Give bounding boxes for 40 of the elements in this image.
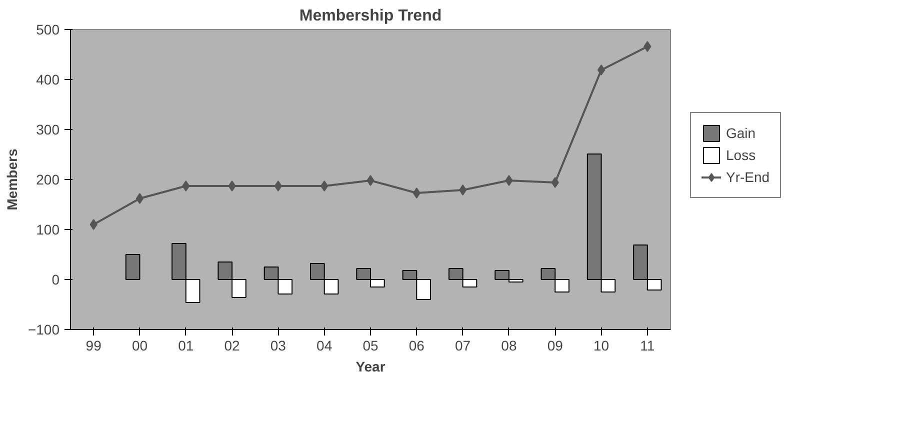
- x-tick-label: 08: [501, 338, 517, 354]
- x-axis-title: Year: [356, 358, 386, 374]
- x-tick-label: 09: [547, 338, 564, 354]
- y-tick-label: 0: [52, 272, 60, 288]
- x-tick-label: 01: [178, 338, 194, 354]
- x-tick-label: 05: [362, 338, 378, 354]
- point: [274, 180, 282, 192]
- x-tick-label: 11: [640, 338, 655, 354]
- point: [90, 219, 98, 230]
- y-tick-label: 100: [36, 222, 60, 238]
- point: [366, 175, 374, 186]
- x-tick-label: 03: [270, 338, 286, 354]
- y-tick-label: 500: [36, 22, 60, 38]
- x-tick-label: 02: [224, 338, 240, 354]
- point: [182, 180, 190, 192]
- legend-label: Yr-End: [726, 168, 770, 185]
- x-tick-label: 00: [132, 338, 148, 354]
- point: [597, 64, 606, 76]
- point: [505, 175, 513, 186]
- y-tick-label: 400: [36, 72, 60, 88]
- point: [551, 177, 559, 188]
- chart-title: Membership Trend: [299, 8, 442, 24]
- y-tick-label: 200: [36, 172, 60, 188]
- point: [228, 180, 236, 192]
- point: [458, 184, 467, 196]
- point: [320, 180, 328, 192]
- y-axis-title: Members: [4, 148, 20, 210]
- y-tick-label: 300: [36, 122, 60, 138]
- x-tick-label: 04: [316, 338, 332, 354]
- x-tick-label: 06: [408, 338, 425, 354]
- point: [136, 193, 144, 204]
- point: [412, 188, 420, 198]
- legend-label: Loss: [726, 146, 756, 163]
- legend-label: Gain: [726, 124, 756, 141]
- x-tick-label: 10: [593, 338, 610, 354]
- x-tick-label: 07: [455, 338, 471, 354]
- point: [644, 41, 652, 52]
- bar: [125, 254, 140, 280]
- y-tick-label: −100: [28, 322, 60, 338]
- x-tick-label: 99: [86, 338, 102, 354]
